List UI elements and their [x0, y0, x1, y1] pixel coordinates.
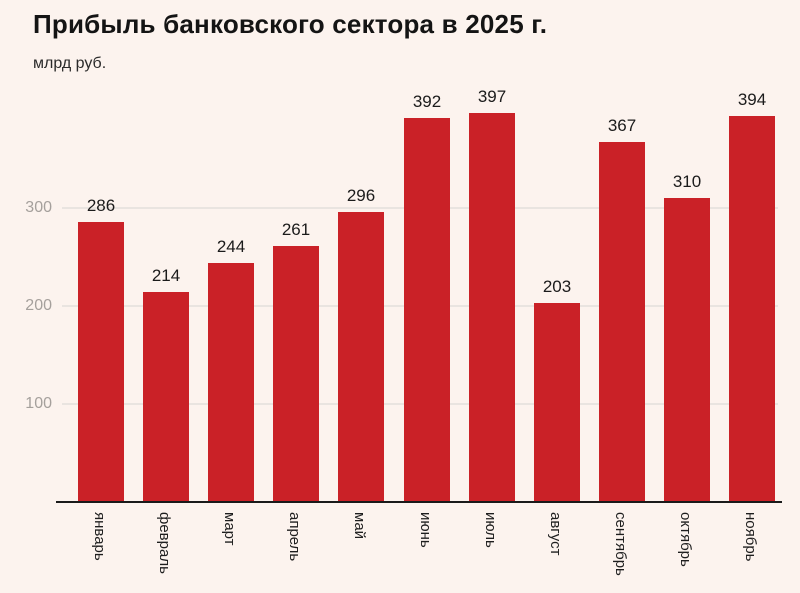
y-tick-label-100: 100 — [25, 395, 52, 412]
bar-month-7 — [469, 113, 515, 502]
x-tick-label-month-8: август — [547, 512, 564, 556]
x-tick-label-month-3: март — [221, 512, 238, 546]
x-axis-line — [56, 501, 782, 503]
value-label-month-1: 286 — [86, 196, 116, 215]
chart-title: Прибыль банковского сектора в 2025 г. — [33, 9, 548, 39]
value-label-month-5: 296 — [346, 186, 376, 205]
x-tick-label-month-5: май — [351, 512, 368, 540]
bar-month-11 — [729, 116, 775, 502]
value-label-month-2: 214 — [151, 266, 181, 285]
x-tick-label-month-10: октябрь — [677, 512, 694, 567]
y-tick-label-200: 200 — [25, 297, 52, 314]
value-label-month-8: 203 — [542, 277, 572, 296]
x-tick-label-month-11: ноябрь — [742, 512, 759, 562]
value-label-month-7: 397 — [477, 87, 507, 106]
bar-month-6 — [404, 118, 450, 502]
x-tick-label-month-6: июнь — [417, 512, 434, 548]
value-label-month-10: 310 — [672, 172, 702, 191]
bar-month-8 — [534, 303, 580, 502]
x-tick-label-month-9: сентябрь — [612, 512, 629, 576]
bar-month-10 — [664, 198, 710, 502]
bar-month-4 — [273, 246, 319, 502]
bar-month-3 — [208, 263, 254, 502]
value-label-month-9: 367 — [607, 116, 637, 135]
x-tick-label-month-2: февраль — [156, 512, 173, 574]
bar-month-1 — [78, 222, 124, 502]
value-label-month-4: 261 — [281, 220, 311, 239]
value-label-month-6: 392 — [412, 92, 442, 111]
x-tick-label-month-1: январь — [91, 512, 108, 561]
bar-month-2 — [143, 292, 189, 502]
x-tick-label-month-4: апрель — [286, 512, 303, 562]
value-label-month-3: 244 — [216, 237, 246, 256]
bar-month-5 — [338, 212, 384, 502]
y-tick-label-300: 300 — [25, 199, 52, 216]
x-tick-label-month-7: июль — [482, 512, 499, 548]
value-label-month-11: 394 — [737, 90, 767, 109]
chart-subtitle: млрд руб. — [33, 55, 107, 72]
bar-month-9 — [599, 142, 645, 502]
